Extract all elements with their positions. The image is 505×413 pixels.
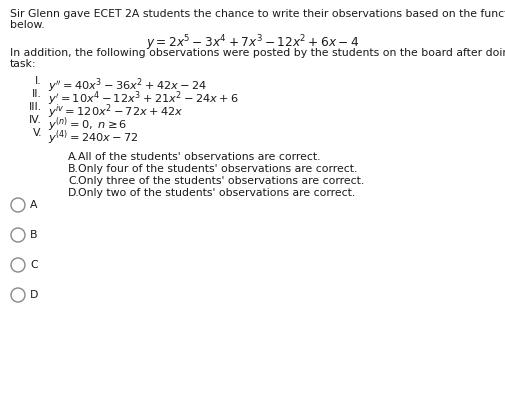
Text: II.: II. xyxy=(32,89,42,99)
Text: V.: V. xyxy=(32,128,42,138)
Text: In addition, the following observations were posted by the students on the board: In addition, the following observations … xyxy=(10,48,505,58)
Text: $y'' = 40x^3 - 36x^2 + 42x - 24$: $y'' = 40x^3 - 36x^2 + 42x - 24$ xyxy=(48,76,207,95)
Text: D.: D. xyxy=(68,188,80,198)
Text: Only four of the students' observations are correct.: Only four of the students' observations … xyxy=(78,164,357,174)
Text: $y^{(n)} = 0,\ n \geq 6$: $y^{(n)} = 0,\ n \geq 6$ xyxy=(48,115,127,133)
Text: $y^{(4)} = 240x - 72$: $y^{(4)} = 240x - 72$ xyxy=(48,128,138,147)
Text: Only two of the students' observations are correct.: Only two of the students' observations a… xyxy=(78,188,355,198)
Text: below.: below. xyxy=(10,20,44,30)
Text: $y' = 10x^4 - 12x^3 + 21x^2 - 24x + 6$: $y' = 10x^4 - 12x^3 + 21x^2 - 24x + 6$ xyxy=(48,89,238,108)
Text: A.: A. xyxy=(68,152,78,162)
Text: IV.: IV. xyxy=(29,115,42,125)
Text: $y^{iv} = 120x^2 - 72x + 42x$: $y^{iv} = 120x^2 - 72x + 42x$ xyxy=(48,102,183,121)
Text: C.: C. xyxy=(68,176,79,186)
Text: Only three of the students' observations are correct.: Only three of the students' observations… xyxy=(78,176,364,186)
Text: C: C xyxy=(30,260,37,270)
Text: B: B xyxy=(30,230,37,240)
Text: D: D xyxy=(30,290,38,300)
Text: task:: task: xyxy=(10,59,36,69)
Text: $y = 2x^5 - 3x^4 + 7x^3 - 12x^2 + 6x - 4$: $y = 2x^5 - 3x^4 + 7x^3 - 12x^2 + 6x - 4… xyxy=(146,33,359,52)
Text: A: A xyxy=(30,200,37,210)
Text: B.: B. xyxy=(68,164,79,174)
Text: I.: I. xyxy=(35,76,42,86)
Text: All of the students' observations are correct.: All of the students' observations are co… xyxy=(78,152,320,162)
Text: Sir Glenn gave ECET 2A students the chance to write their observations based on : Sir Glenn gave ECET 2A students the chan… xyxy=(10,9,505,19)
Text: III.: III. xyxy=(29,102,42,112)
